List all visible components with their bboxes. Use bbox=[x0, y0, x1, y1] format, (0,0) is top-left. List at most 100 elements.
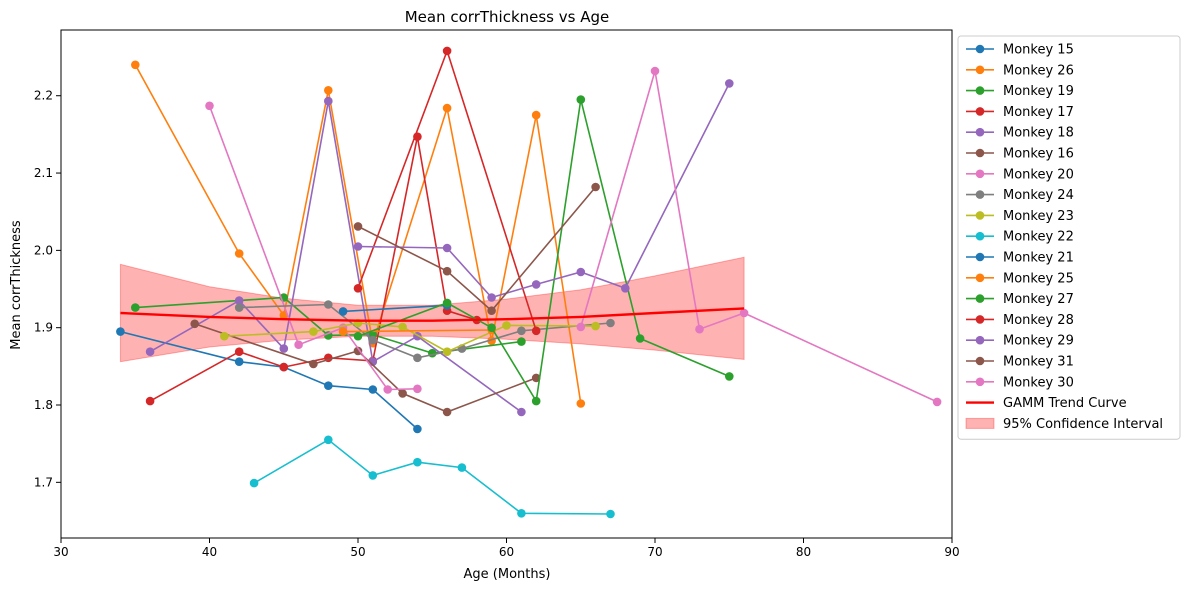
legend-entry: Monkey 30 bbox=[966, 375, 1074, 390]
data-point bbox=[234, 303, 244, 312]
data-point bbox=[131, 303, 140, 312]
data-point bbox=[413, 424, 422, 434]
legend-swatch-marker bbox=[975, 335, 985, 345]
legend-swatch-marker bbox=[975, 231, 985, 241]
data-point bbox=[517, 407, 526, 417]
data-point bbox=[234, 347, 244, 357]
legend-label: Monkey 19 bbox=[1003, 84, 1074, 99]
plot-area bbox=[116, 46, 942, 519]
series-monkey-29 bbox=[353, 79, 734, 302]
data-point bbox=[621, 284, 630, 293]
series-line bbox=[343, 304, 448, 313]
data-point bbox=[338, 327, 348, 336]
legend-entry: Monkey 16 bbox=[966, 147, 1074, 162]
series-monkey-28 bbox=[353, 46, 541, 336]
legend-label: Monkey 28 bbox=[1003, 313, 1074, 328]
legend-entry: GAMM Trend Curve bbox=[966, 396, 1127, 411]
legend-box bbox=[957, 35, 1181, 440]
data-point bbox=[442, 46, 452, 56]
data-point bbox=[487, 323, 496, 333]
data-point bbox=[739, 308, 749, 318]
data-point bbox=[324, 96, 333, 106]
data-point bbox=[487, 293, 496, 302]
data-point bbox=[442, 103, 452, 113]
legend-label: Monkey 20 bbox=[1003, 167, 1074, 182]
legend-label: Monkey 16 bbox=[1003, 147, 1074, 162]
data-point bbox=[145, 347, 155, 357]
data-point bbox=[353, 242, 363, 251]
legend-entry: Monkey 31 bbox=[966, 355, 1074, 370]
data-point bbox=[279, 311, 289, 320]
x-tick-label: 40 bbox=[202, 545, 217, 559]
data-point bbox=[606, 509, 615, 519]
legend-swatch-marker bbox=[975, 169, 985, 179]
data-point bbox=[324, 381, 333, 391]
data-point bbox=[279, 362, 289, 372]
legend-label: Monkey 30 bbox=[1003, 375, 1074, 390]
data-point bbox=[190, 319, 199, 329]
data-point bbox=[131, 60, 140, 70]
trend-line bbox=[120, 307, 745, 322]
data-point bbox=[324, 86, 333, 95]
legend-label: Monkey 24 bbox=[1003, 188, 1074, 203]
legend-label: Monkey 25 bbox=[1003, 271, 1074, 286]
x-axis-label: Age (Months) bbox=[464, 567, 551, 582]
data-point bbox=[324, 435, 333, 445]
data-point bbox=[576, 267, 586, 277]
legend-entry: Monkey 24 bbox=[966, 188, 1074, 203]
data-point bbox=[442, 266, 452, 276]
legend-entry: Monkey 20 bbox=[966, 167, 1074, 182]
legend-swatch-marker bbox=[975, 107, 985, 116]
legend-swatch-marker bbox=[975, 190, 985, 199]
chart-title: Mean corrThickness vs Age bbox=[405, 8, 610, 26]
confidence-band bbox=[119, 256, 745, 363]
data-point bbox=[517, 509, 526, 518]
legend-entry: 95% Confidence Interval bbox=[965, 417, 1163, 432]
legend-entry: Monkey 15 bbox=[966, 43, 1074, 58]
data-point bbox=[413, 353, 422, 363]
data-point bbox=[324, 300, 333, 309]
legend-entry: Monkey 23 bbox=[966, 209, 1074, 224]
data-point bbox=[220, 331, 229, 341]
legend-swatch-marker bbox=[975, 377, 985, 387]
legend-label: Monkey 27 bbox=[1003, 292, 1074, 307]
data-point bbox=[413, 457, 422, 467]
series-line bbox=[149, 100, 522, 413]
data-point bbox=[383, 385, 393, 394]
legend-entry: Monkey 29 bbox=[966, 334, 1074, 349]
data-point bbox=[398, 389, 407, 398]
data-point bbox=[234, 296, 244, 305]
legend-label: Monkey 31 bbox=[1003, 355, 1074, 370]
y-tick-label: 2.0 bbox=[34, 243, 53, 257]
data-point bbox=[338, 307, 348, 316]
data-point bbox=[234, 249, 244, 258]
series-monkey-27 bbox=[353, 95, 734, 406]
series-line bbox=[120, 330, 418, 430]
data-point bbox=[234, 357, 244, 367]
data-point bbox=[635, 334, 645, 343]
legend-swatch-marker bbox=[975, 273, 985, 283]
legend-entry: Monkey 21 bbox=[966, 251, 1074, 266]
x-tick-label: 70 bbox=[647, 545, 662, 559]
legend-swatch-marker bbox=[975, 211, 985, 220]
data-point bbox=[725, 79, 734, 88]
series-monkey-22 bbox=[249, 435, 615, 519]
data-point bbox=[725, 372, 734, 381]
data-point bbox=[591, 321, 600, 331]
series-monkey-18 bbox=[145, 96, 526, 417]
series-monkey-31 bbox=[353, 182, 600, 316]
legend-label: Monkey 17 bbox=[1003, 105, 1074, 120]
y-axis-label: Mean corrThickness bbox=[9, 220, 24, 350]
series-line bbox=[149, 136, 478, 402]
series-line bbox=[253, 438, 611, 515]
legend-swatch-marker bbox=[975, 44, 985, 54]
data-point bbox=[576, 399, 586, 408]
legend-swatch-marker bbox=[975, 315, 985, 324]
legend-swatch-band bbox=[965, 417, 995, 429]
data-point bbox=[442, 243, 452, 253]
data-point bbox=[116, 327, 125, 336]
x-tick-label: 90 bbox=[944, 545, 959, 559]
data-point bbox=[531, 326, 541, 336]
data-point bbox=[695, 324, 704, 334]
